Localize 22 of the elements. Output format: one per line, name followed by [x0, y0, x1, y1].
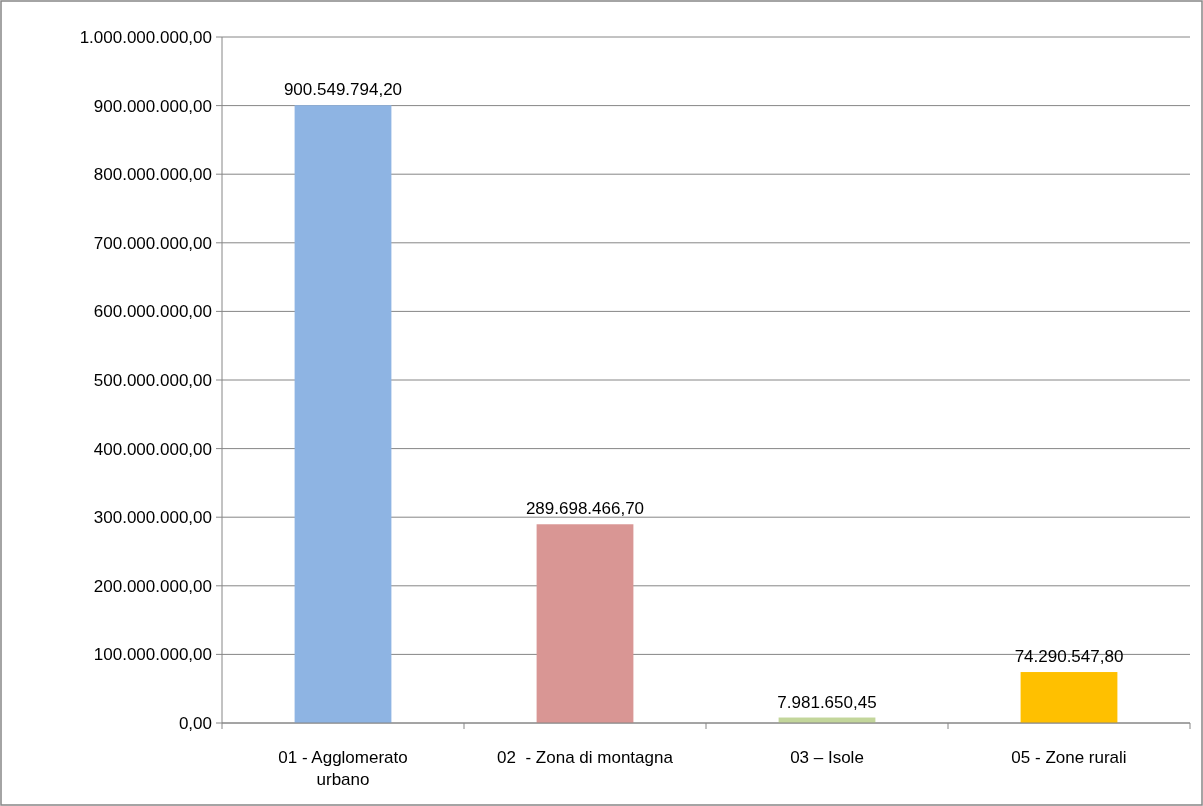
y-tick-label: 500.000.000,00	[93, 370, 212, 390]
data-label: 289.698.466,70	[525, 499, 645, 519]
x-tick-label: 01 - Agglomerato urbano	[278, 748, 408, 789]
data-label: 7.981.650,45	[777, 692, 877, 712]
x-tick-label: 02 - Zona di montagna	[497, 748, 674, 767]
y-tick-label: 200.000.000,00	[93, 576, 212, 596]
y-tick-label: 700.000.000,00	[93, 233, 212, 253]
x-tick-label: 03 – Isole	[790, 748, 864, 767]
data-label: 74.290.547,80	[1014, 647, 1124, 667]
bar	[294, 105, 392, 723]
y-tick-label: 400.000.000,00	[93, 439, 212, 459]
y-tick-label: 0,00	[178, 713, 212, 733]
y-tick-label: 800.000.000,00	[93, 165, 212, 185]
y-tick-label: 600.000.000,00	[93, 302, 212, 322]
data-label: 900.549.794,20	[283, 80, 403, 100]
y-tick-label: 100.000.000,00	[93, 645, 212, 665]
y-tick-label: 300.000.000,00	[93, 508, 212, 528]
y-tick-label: 1.000.000.000,00	[79, 27, 212, 47]
bar	[536, 524, 634, 723]
x-tick-label: 05 - Zone rurali	[1011, 748, 1127, 767]
y-tick-label: 900.000.000,00	[93, 96, 212, 116]
bar	[1020, 672, 1118, 723]
